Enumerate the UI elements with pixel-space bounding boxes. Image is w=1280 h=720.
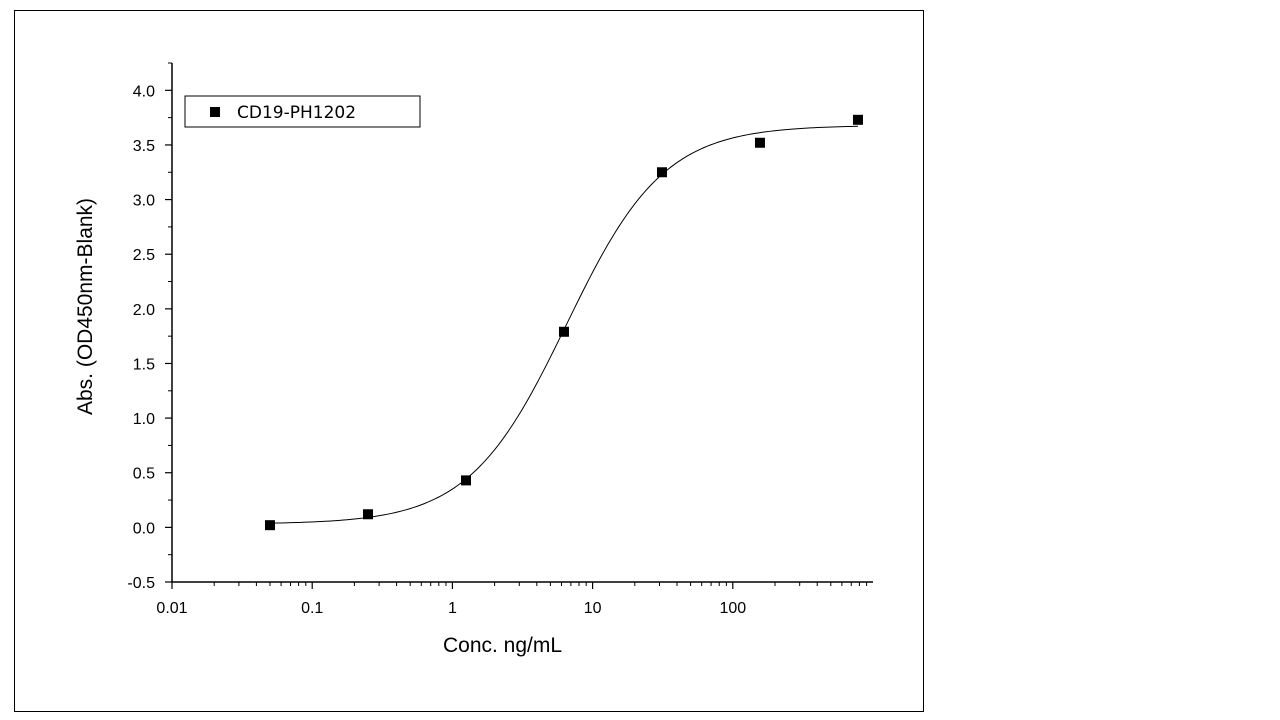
data-point bbox=[754, 137, 765, 148]
x-axis-title: Conc. ng/mL bbox=[443, 634, 562, 657]
dose-response-chart: 0.01 0.1 1 10 100 -0.5 0.0 0.5 1.0 1.5 2.0 2.5 3.0 3.… bbox=[74, 62, 873, 657]
y-tick-label: 1.0 bbox=[133, 411, 155, 428]
axes: 0.01 0.1 1 10 100 -0.5 0.0 0.5 1.0 1.5 2.0 2.5 3.0 3.… bbox=[127, 62, 873, 617]
data-point bbox=[558, 326, 569, 337]
y-tick-label: 2.5 bbox=[133, 247, 155, 264]
x-tick-label: 0.1 bbox=[301, 600, 323, 617]
data-point bbox=[852, 114, 863, 125]
data-point bbox=[460, 475, 471, 486]
data-points bbox=[264, 114, 863, 531]
chart-frame: 0.01 0.1 1 10 100 -0.5 0.0 0.5 1.0 1.5 2.0 2.5 3.0 3.… bbox=[14, 10, 924, 712]
y-tick-label: 0.5 bbox=[133, 466, 155, 483]
data-point bbox=[656, 167, 667, 178]
legend-box bbox=[184, 95, 421, 128]
y-axis-title: Abs. (OD450nm-Blank) bbox=[74, 198, 97, 415]
y-tick-label: 4.0 bbox=[133, 83, 155, 100]
y-tick-label: -0.5 bbox=[127, 575, 155, 592]
fit-curve bbox=[269, 125, 858, 524]
x-tick-label: 0.01 bbox=[156, 600, 187, 617]
x-tick-label: 1 bbox=[448, 600, 457, 617]
x-tick-label: 10 bbox=[584, 600, 602, 617]
y-tick-label: 1.5 bbox=[133, 356, 155, 373]
legend: CD19-PH1202 bbox=[184, 95, 421, 128]
y-tick-label: 0.0 bbox=[133, 520, 155, 537]
data-point bbox=[264, 520, 275, 531]
y-tick-label: 3.0 bbox=[133, 193, 155, 210]
fit-curve-group bbox=[269, 125, 858, 524]
x-tick-label: 100 bbox=[719, 600, 746, 617]
y-tick-label: 2.0 bbox=[133, 302, 155, 319]
legend-label: CD19-PH1202 bbox=[237, 103, 356, 123]
y-tick-label: 3.5 bbox=[133, 138, 155, 155]
legend-marker bbox=[210, 107, 220, 117]
data-point bbox=[362, 509, 373, 520]
